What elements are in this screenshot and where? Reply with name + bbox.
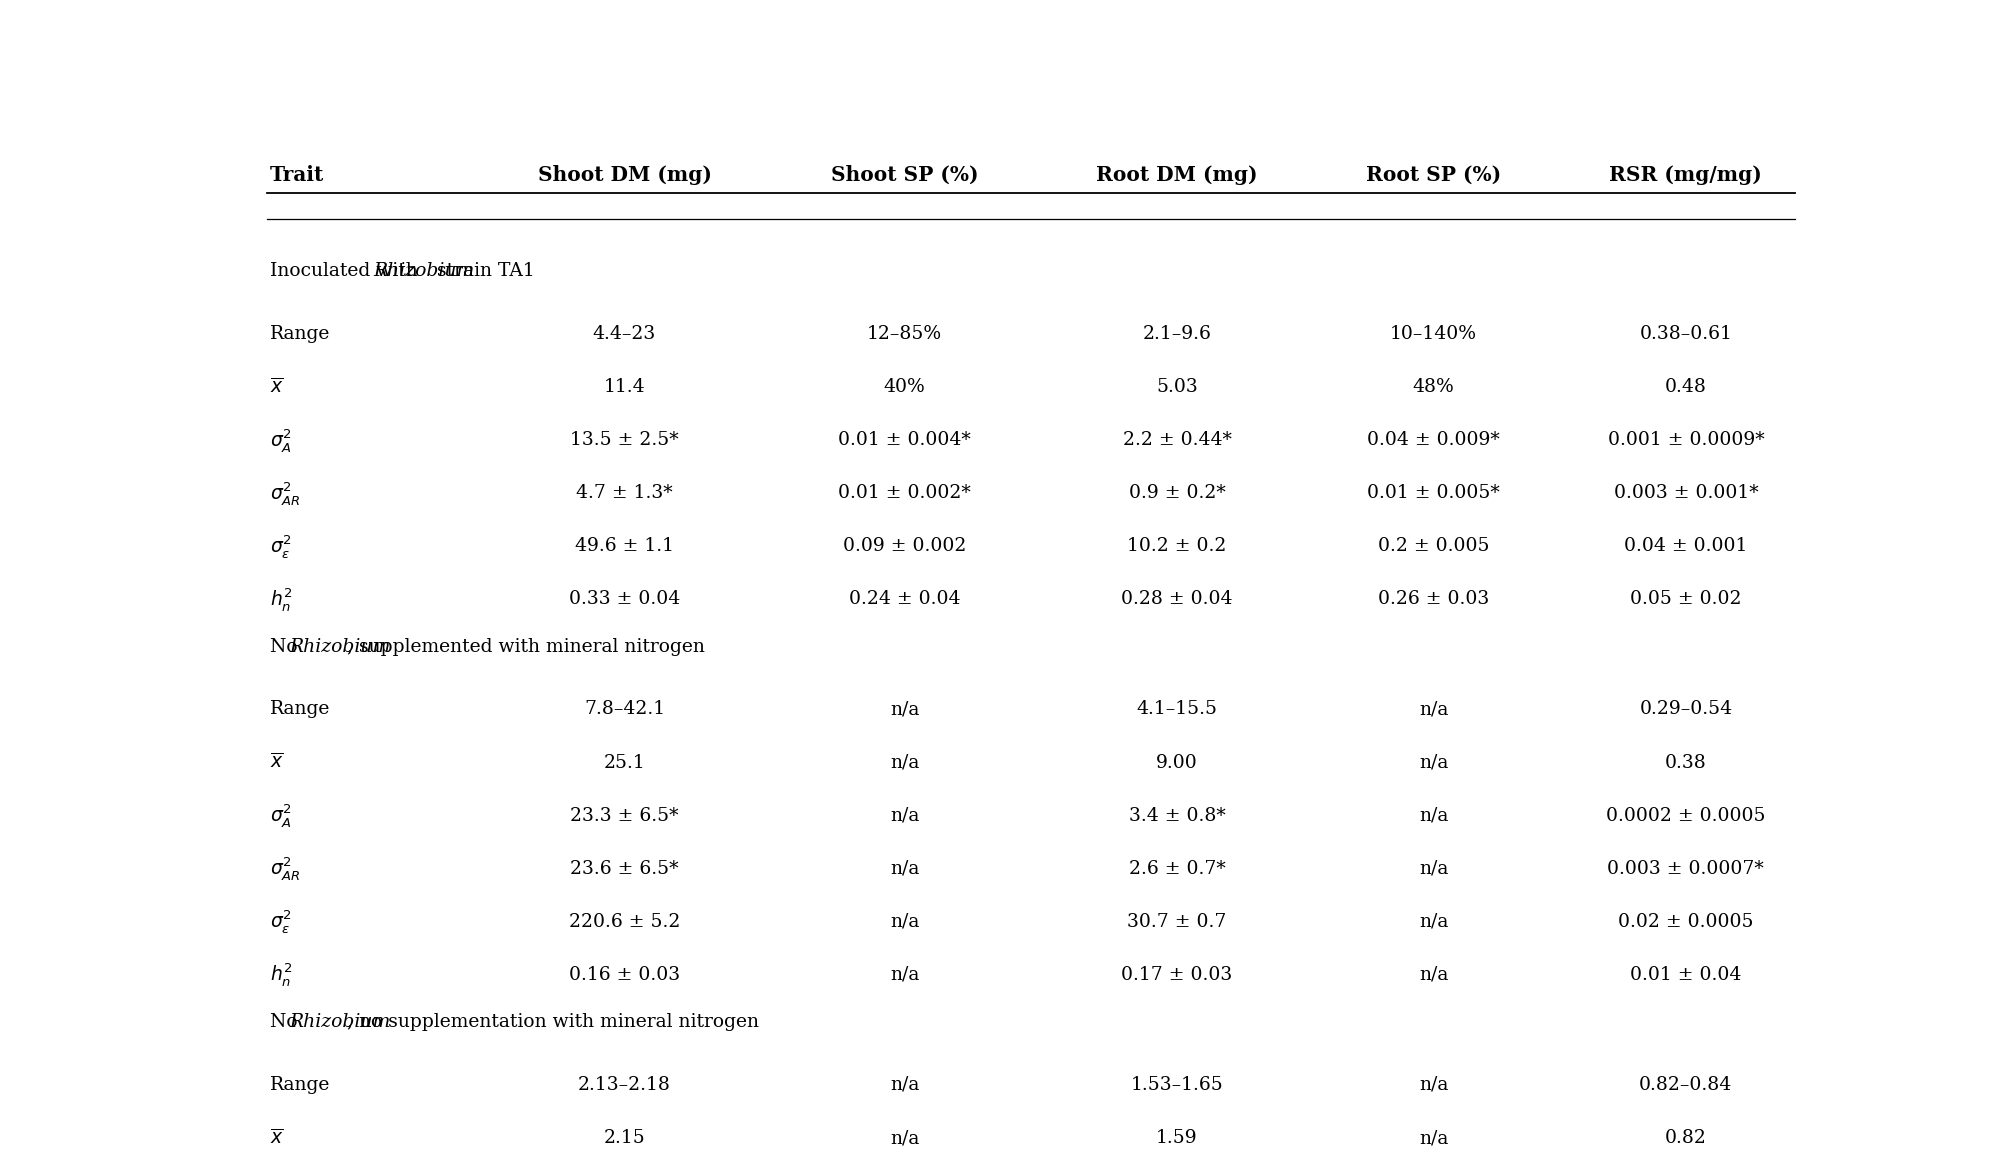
Text: 0.001 ± 0.0009*: 0.001 ± 0.0009* bbox=[1608, 431, 1764, 449]
Text: 0.26 ± 0.03: 0.26 ± 0.03 bbox=[1377, 590, 1489, 608]
Text: $h^{2}_{n}$: $h^{2}_{n}$ bbox=[269, 962, 291, 989]
Text: Shoot DM (mg): Shoot DM (mg) bbox=[538, 165, 710, 184]
Text: 0.01 ± 0.005*: 0.01 ± 0.005* bbox=[1367, 484, 1499, 502]
Text: 0.04 ± 0.009*: 0.04 ± 0.009* bbox=[1367, 431, 1499, 449]
Text: RSR (mg/mg): RSR (mg/mg) bbox=[1610, 165, 1762, 184]
Text: $\overline{x}$: $\overline{x}$ bbox=[269, 753, 283, 772]
Text: $h^{2}_{n}$: $h^{2}_{n}$ bbox=[269, 586, 291, 613]
Text: n/a: n/a bbox=[1419, 700, 1447, 719]
Text: n/a: n/a bbox=[889, 860, 919, 877]
Text: 2.1–9.6: 2.1–9.6 bbox=[1142, 325, 1210, 343]
Text: , no supplementation with mineral nitrogen: , no supplementation with mineral nitrog… bbox=[347, 1013, 759, 1032]
Text: Root SP (%): Root SP (%) bbox=[1365, 165, 1501, 184]
Text: 0.003 ± 0.0007*: 0.003 ± 0.0007* bbox=[1608, 860, 1764, 877]
Text: 0.28 ± 0.04: 0.28 ± 0.04 bbox=[1120, 590, 1232, 608]
Text: 0.04 ± 0.001: 0.04 ± 0.001 bbox=[1624, 538, 1746, 555]
Text: No: No bbox=[269, 637, 303, 656]
Text: 12–85%: 12–85% bbox=[867, 325, 941, 343]
Text: strain TA1: strain TA1 bbox=[432, 262, 534, 280]
Text: Range: Range bbox=[269, 1076, 329, 1094]
Text: n/a: n/a bbox=[1419, 860, 1447, 877]
Text: 0.02 ± 0.0005: 0.02 ± 0.0005 bbox=[1618, 913, 1752, 931]
Text: n/a: n/a bbox=[889, 1129, 919, 1147]
Text: 5.03: 5.03 bbox=[1156, 378, 1198, 396]
Text: n/a: n/a bbox=[1419, 965, 1447, 984]
Text: 0.29–0.54: 0.29–0.54 bbox=[1638, 700, 1732, 719]
Text: 0.38–0.61: 0.38–0.61 bbox=[1638, 325, 1732, 343]
Text: 30.7 ± 0.7: 30.7 ± 0.7 bbox=[1126, 913, 1226, 931]
Text: 25.1: 25.1 bbox=[604, 753, 644, 772]
Text: 2.13–2.18: 2.13–2.18 bbox=[578, 1076, 670, 1094]
Text: 2.15: 2.15 bbox=[604, 1129, 644, 1147]
Text: 0.9 ± 0.2*: 0.9 ± 0.2* bbox=[1128, 484, 1224, 502]
Text: 13.5 ± 2.5*: 13.5 ± 2.5* bbox=[570, 431, 678, 449]
Text: 1.53–1.65: 1.53–1.65 bbox=[1130, 1076, 1222, 1094]
Text: 2.6 ± 0.7*: 2.6 ± 0.7* bbox=[1128, 860, 1224, 877]
Text: 0.01 ± 0.004*: 0.01 ± 0.004* bbox=[837, 431, 971, 449]
Text: $\sigma^{2}_{A}$: $\sigma^{2}_{A}$ bbox=[269, 802, 291, 829]
Text: Rhizobium: Rhizobium bbox=[289, 637, 389, 656]
Text: 11.4: 11.4 bbox=[604, 378, 644, 396]
Text: 0.17 ± 0.03: 0.17 ± 0.03 bbox=[1120, 965, 1232, 984]
Text: n/a: n/a bbox=[1419, 1129, 1447, 1147]
Text: $\sigma^{2}_{\varepsilon}$: $\sigma^{2}_{\varepsilon}$ bbox=[269, 533, 291, 560]
Text: n/a: n/a bbox=[889, 807, 919, 825]
Text: 1.59: 1.59 bbox=[1156, 1129, 1196, 1147]
Text: n/a: n/a bbox=[889, 965, 919, 984]
Text: No: No bbox=[269, 1013, 303, 1032]
Text: 0.2 ± 0.005: 0.2 ± 0.005 bbox=[1377, 538, 1489, 555]
Text: 4.7 ± 1.3*: 4.7 ± 1.3* bbox=[576, 484, 672, 502]
Text: 23.3 ± 6.5*: 23.3 ± 6.5* bbox=[570, 807, 678, 825]
Text: 0.16 ± 0.03: 0.16 ± 0.03 bbox=[568, 965, 680, 984]
Text: 0.05 ± 0.02: 0.05 ± 0.02 bbox=[1630, 590, 1740, 608]
Text: 0.82–0.84: 0.82–0.84 bbox=[1638, 1076, 1732, 1094]
Text: 0.38: 0.38 bbox=[1664, 753, 1706, 772]
Text: n/a: n/a bbox=[889, 913, 919, 931]
Text: $\sigma^{2}_{\varepsilon}$: $\sigma^{2}_{\varepsilon}$ bbox=[269, 909, 291, 935]
Text: 0.24 ± 0.04: 0.24 ± 0.04 bbox=[849, 590, 959, 608]
Text: Range: Range bbox=[269, 700, 329, 719]
Text: , supplemented with mineral nitrogen: , supplemented with mineral nitrogen bbox=[347, 637, 704, 656]
Text: 10.2 ± 0.2: 10.2 ± 0.2 bbox=[1126, 538, 1226, 555]
Text: Rhizobium: Rhizobium bbox=[289, 1013, 389, 1032]
Text: n/a: n/a bbox=[1419, 913, 1447, 931]
Text: 0.0002 ± 0.0005: 0.0002 ± 0.0005 bbox=[1606, 807, 1764, 825]
Text: 0.003 ± 0.001*: 0.003 ± 0.001* bbox=[1614, 484, 1758, 502]
Text: $\overline{x}$: $\overline{x}$ bbox=[269, 1129, 283, 1147]
Text: 4.4–23: 4.4–23 bbox=[592, 325, 656, 343]
Text: 3.4 ± 0.8*: 3.4 ± 0.8* bbox=[1128, 807, 1224, 825]
Text: 0.33 ± 0.04: 0.33 ± 0.04 bbox=[568, 590, 680, 608]
Text: n/a: n/a bbox=[889, 753, 919, 772]
Text: 0.48: 0.48 bbox=[1664, 378, 1706, 396]
Text: 0.01 ± 0.04: 0.01 ± 0.04 bbox=[1630, 965, 1740, 984]
Text: 40%: 40% bbox=[883, 378, 925, 396]
Text: 9.00: 9.00 bbox=[1156, 753, 1198, 772]
Text: 49.6 ± 1.1: 49.6 ± 1.1 bbox=[574, 538, 674, 555]
Text: 10–140%: 10–140% bbox=[1389, 325, 1477, 343]
Text: 4.1–15.5: 4.1–15.5 bbox=[1136, 700, 1216, 719]
Text: $\overline{x}$: $\overline{x}$ bbox=[269, 378, 283, 396]
Text: 220.6 ± 5.2: 220.6 ± 5.2 bbox=[568, 913, 680, 931]
Text: 48%: 48% bbox=[1413, 378, 1453, 396]
Text: Rhizobium: Rhizobium bbox=[373, 262, 474, 280]
Text: 0.01 ± 0.002*: 0.01 ± 0.002* bbox=[837, 484, 971, 502]
Text: 23.6 ± 6.5*: 23.6 ± 6.5* bbox=[570, 860, 678, 877]
Text: 0.82: 0.82 bbox=[1664, 1129, 1706, 1147]
Text: Range: Range bbox=[269, 325, 329, 343]
Text: 7.8–42.1: 7.8–42.1 bbox=[584, 700, 664, 719]
Text: n/a: n/a bbox=[1419, 807, 1447, 825]
Text: Shoot SP (%): Shoot SP (%) bbox=[831, 165, 977, 184]
Text: 0.09 ± 0.002: 0.09 ± 0.002 bbox=[843, 538, 965, 555]
Text: $\sigma^{2}_{A}$: $\sigma^{2}_{A}$ bbox=[269, 427, 291, 453]
Text: n/a: n/a bbox=[889, 700, 919, 719]
Text: n/a: n/a bbox=[1419, 1076, 1447, 1094]
Text: Inoculated with: Inoculated with bbox=[269, 262, 423, 280]
Text: Trait: Trait bbox=[269, 165, 323, 184]
Text: $\sigma^{2}_{AR}$: $\sigma^{2}_{AR}$ bbox=[269, 855, 301, 882]
Text: Root DM (mg): Root DM (mg) bbox=[1096, 165, 1256, 184]
Text: 2.2 ± 0.44*: 2.2 ± 0.44* bbox=[1122, 431, 1230, 449]
Text: $\sigma^{2}_{AR}$: $\sigma^{2}_{AR}$ bbox=[269, 480, 301, 506]
Text: n/a: n/a bbox=[1419, 753, 1447, 772]
Text: n/a: n/a bbox=[889, 1076, 919, 1094]
